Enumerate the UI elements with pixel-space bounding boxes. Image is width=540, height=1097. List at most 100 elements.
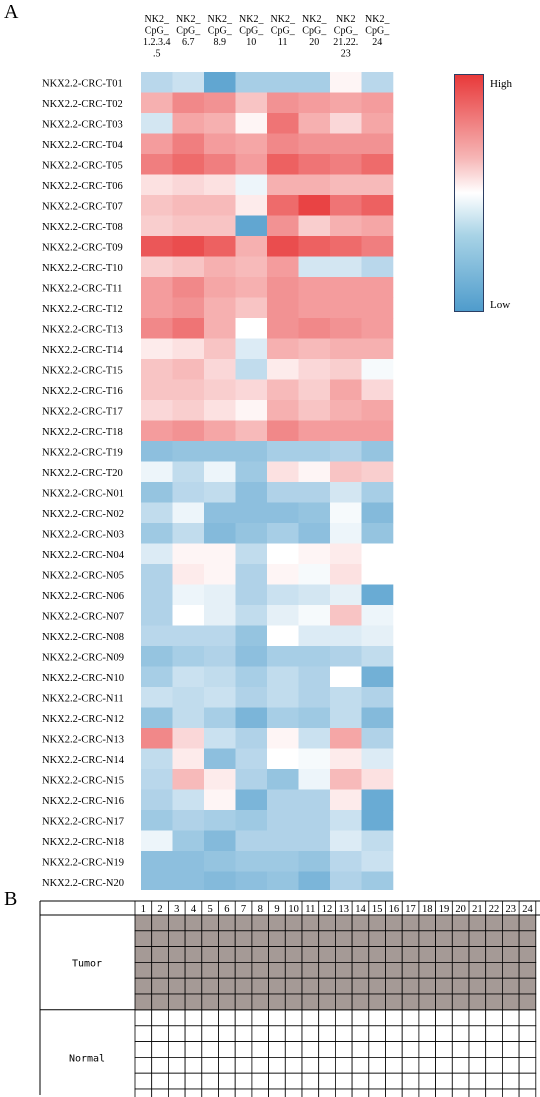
heatmap-cell [267,379,299,401]
heatmap-cell [141,605,173,626]
tumor-cell [468,977,487,995]
normal-cell [485,1041,503,1058]
tumor-cell [284,930,303,947]
normal-cell [218,1072,236,1090]
heatmap-cell [204,338,236,360]
tumor-cell [334,962,353,979]
heatmap-cell [361,769,394,790]
heatmap-cell [361,420,394,442]
normal-cell [268,1041,286,1058]
normal-cell [435,1041,453,1058]
tumor-cell [485,914,503,932]
heatmap-cell [235,236,268,257]
normal-cell [251,1025,269,1043]
normal-cell [251,1041,269,1058]
row-label: NKX2.2-CRC-N01 [42,488,124,499]
heatmap-cell [267,154,299,175]
tumor-cell [201,977,219,995]
normal-cell [251,1057,269,1074]
normal-cell [151,1072,169,1090]
heatmap-cell [361,687,394,708]
heatmap-cell [235,461,268,483]
heatmap-cell [172,379,205,401]
grid-column-header: 6 [224,904,229,915]
heatmap-cell [267,646,299,667]
heatmap-cell [361,256,394,278]
grid-column-header: 21 [472,904,483,915]
heatmap-cell [330,318,362,339]
row-label: NKX2.2-CRC-N09 [42,652,124,663]
tumor-cell [485,993,503,1011]
heatmap-cell [330,523,362,544]
color-scale-legend [454,74,484,312]
row-label: NKX2.2-CRC-T20 [42,468,123,479]
heatmap-cell [330,379,362,401]
normal-cell [134,1041,153,1058]
grid-column-header: 14 [355,904,366,915]
heatmap-cell [172,359,205,380]
column-header: NK2_ CpG_ 11 [271,14,296,48]
tumor-cell [251,993,269,1011]
heatmap-cell [298,543,331,565]
heatmap-cell [361,482,394,503]
heatmap-cell [141,564,173,585]
heatmap-cell [330,154,362,175]
tumor-cell [201,930,219,947]
tumor-cell [318,962,336,979]
tumor-cell [151,914,169,932]
heatmap-cell [235,605,268,626]
grid-column-header: 13 [339,904,350,915]
row-label: NKX2.2-CRC-N03 [42,529,124,540]
column-header: NK2_ CpG_ 24 [365,14,390,48]
heatmap-cell [330,707,362,729]
tumor-cell [351,946,370,963]
tumor-cell [284,914,303,932]
row-label: NKX2.2-CRC-N18 [42,837,124,848]
tumor-cell [368,962,386,979]
normal-cell [351,1025,370,1043]
grid-column-header: 18 [422,904,433,915]
row-label: NKX2.2-CRC-N12 [42,714,124,725]
heatmap-cell [204,851,236,872]
heatmap-cell [330,133,362,155]
normal-cell [451,1025,470,1043]
grid-column-header: 12 [322,904,333,915]
normal-cell [518,1088,537,1097]
tumor-cell [268,977,286,995]
heatmap-cell [172,256,205,278]
tumor-cell [435,962,453,979]
normal-cell [401,1009,420,1027]
row-label: NKX2.2-CRC-T02 [42,99,123,110]
tumor-cell [418,977,436,995]
heatmap-cell [330,400,362,421]
normal-cell [151,1009,169,1027]
tumor-cell [518,977,537,995]
heatmap-cell [172,277,205,298]
heatmap-cell [204,297,236,319]
heatmap-cell [141,195,173,216]
normal-cell [151,1088,169,1097]
normal-cell [184,1009,203,1027]
tumor-cell [218,993,236,1011]
heatmap-cell [172,133,205,155]
row-label: NKX2.2-CRC-T08 [42,222,123,233]
heatmap-cell [267,748,299,770]
normal-cell [368,1072,386,1090]
row-label: NKX2.2-CRC-N05 [42,570,124,581]
normal-cell [201,1041,219,1058]
heatmap-cell [267,195,299,216]
row-label: NKX2.2-CRC-T07 [42,201,123,212]
heatmap-cell [267,338,299,360]
tumor-cell [501,914,520,932]
heatmap-cell [141,789,173,811]
heatmap-cell [298,584,331,606]
normal-cell [468,1088,487,1097]
normal-cell [301,1041,320,1058]
heatmap-cell [330,277,362,298]
grid-column-header: 15 [372,904,383,915]
heatmap-cell [267,625,299,647]
heatmap-cell [298,502,331,524]
heatmap-cell [204,871,236,890]
heatmap-cell [361,646,394,667]
tumor-cell [134,930,153,947]
